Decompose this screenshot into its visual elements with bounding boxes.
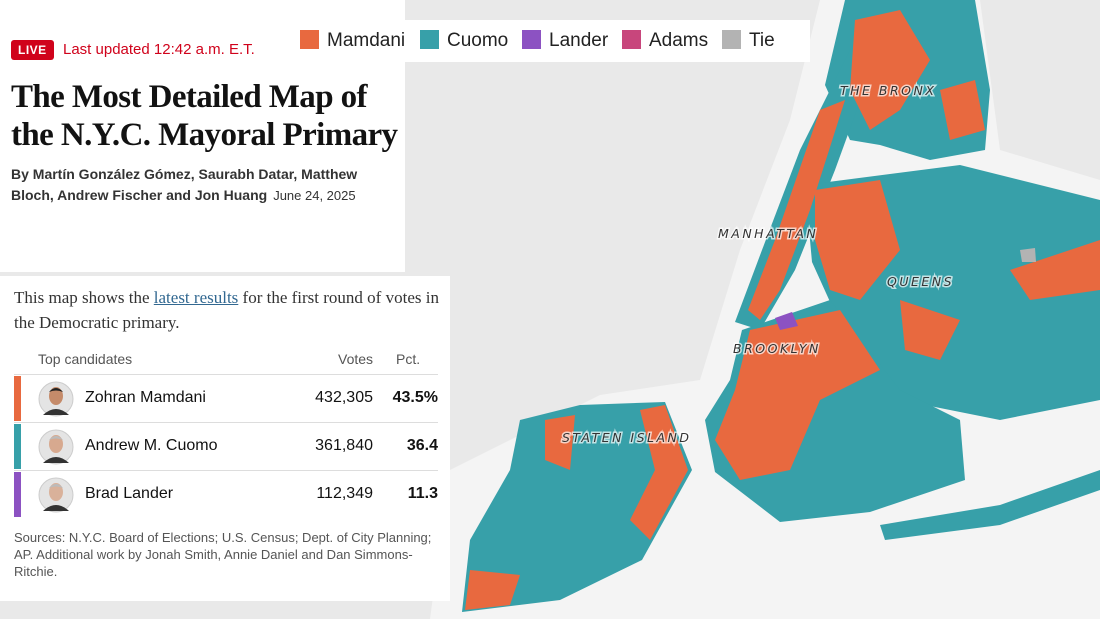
rockaway: [880, 470, 1100, 540]
staten-island: [462, 402, 692, 612]
result-row: Brad Lander 112,349 11.3: [14, 470, 438, 518]
tie-area: [1020, 248, 1036, 262]
avatar-face: [49, 483, 63, 501]
result-row: Zohran Mamdani 432,305 43.5%: [14, 374, 438, 422]
byline: By Martín González Gómez, Saurabh Datar,…: [11, 164, 401, 206]
map-label: QUEENS: [887, 274, 954, 289]
avatar-face: [49, 387, 63, 405]
candidate-pct: 43.5%: [392, 389, 438, 406]
legend-item: Mamdani: [300, 30, 405, 52]
candidate-name: Zohran Mamdani: [85, 389, 206, 406]
map-label: BROOKLYN: [733, 341, 821, 356]
legend-label: Mamdani: [327, 30, 406, 51]
date: June 24, 2025: [273, 188, 356, 203]
avatar-face: [49, 435, 63, 453]
candidate-votes: 432,305: [315, 389, 373, 406]
legend-item: Cuomo: [420, 30, 508, 52]
headline: The Most Detailed Map of the N.Y.C. Mayo…: [11, 79, 398, 153]
updated: Last updated 12:42 a.m. E.T.: [63, 41, 255, 58]
legend-swatch: [522, 30, 541, 49]
candidate-votes: 361,840: [315, 437, 373, 454]
map-label: THE BRONX: [840, 83, 936, 98]
legend-swatch: [722, 30, 741, 49]
candidate-color: [14, 376, 21, 421]
mamdani-area: [815, 180, 900, 300]
column-header: Top candidates: [38, 351, 133, 367]
legend-item: Tie: [722, 30, 775, 52]
legend-swatch: [622, 30, 641, 49]
results-link[interactable]: latest results: [153, 288, 239, 307]
intro-text: for the first round of votes in the Demo…: [14, 288, 439, 332]
results-panel: [0, 276, 450, 601]
avatar: [38, 477, 74, 513]
candidate-color: [14, 472, 21, 517]
sources: Sources: N.Y.C. Board of Elections; U.S.…: [14, 530, 432, 579]
candidate-pct: 11.3: [407, 485, 438, 502]
avatar-hair: [49, 388, 63, 392]
intro-text: This map shows the: [14, 288, 154, 307]
avatar-suit: [43, 457, 69, 463]
map-label: MANHATTAN: [718, 226, 818, 241]
legend-label: Cuomo: [447, 30, 509, 51]
avatar-hair: [49, 436, 63, 440]
column-header: Votes: [338, 351, 374, 367]
westchester: [980, 0, 1100, 180]
lander-area: [775, 312, 798, 330]
legend-item: Lander: [522, 30, 608, 52]
avatar: [38, 429, 74, 465]
avatar-suit: [43, 505, 69, 511]
candidate-votes: 112,349: [316, 485, 373, 502]
column-header: Pct.: [396, 351, 421, 367]
legend-swatch: [300, 30, 319, 49]
avatar: [38, 381, 74, 417]
mamdani-area: [545, 415, 575, 470]
avatar-suit: [43, 409, 69, 415]
legend-label: Adams: [649, 30, 709, 51]
avatar-hair: [49, 484, 63, 488]
mamdani-area: [1010, 240, 1100, 300]
legend-item: Adams: [622, 30, 708, 52]
mamdani-area: [850, 10, 930, 130]
legend-label: Tie: [749, 30, 775, 51]
result-row: Andrew M. Cuomo 361,840 36.4: [14, 422, 438, 470]
mamdani-area: [630, 405, 688, 540]
mamdani-area: [900, 300, 960, 360]
mamdani-area: [465, 570, 520, 610]
legend-label: Lander: [549, 30, 609, 51]
authors: By Martín González Gómez, Saurabh Datar,…: [11, 166, 358, 203]
mamdani-area: [715, 310, 880, 480]
intro: This map shows the latest results for th…: [14, 285, 444, 335]
mamdani-area: [940, 80, 985, 140]
live-badge: LIVE: [11, 40, 54, 60]
map-label: STATEN ISLAND: [562, 430, 692, 445]
legend-swatch: [420, 30, 439, 49]
legend: Mamdani Cuomo Lander Adams Tie: [290, 20, 810, 62]
districts: [462, 0, 1100, 612]
mamdani-area: [748, 100, 845, 320]
candidate-name: Brad Lander: [85, 485, 174, 502]
candidate-name: Andrew M. Cuomo: [85, 437, 218, 454]
candidate-pct: 36.4: [406, 437, 438, 454]
candidate-color: [14, 424, 21, 469]
